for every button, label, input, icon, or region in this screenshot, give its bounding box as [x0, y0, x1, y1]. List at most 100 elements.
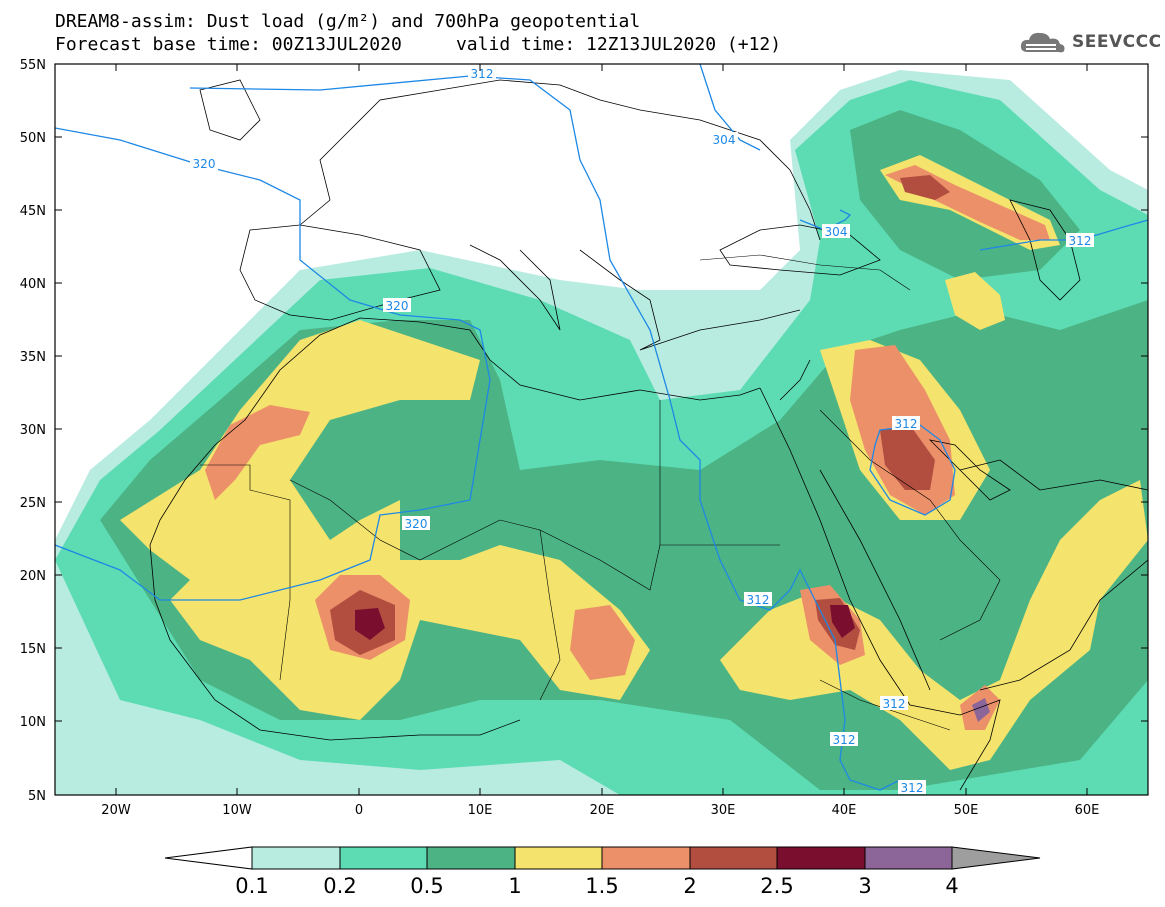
contour-label-312-ethiopia: 312 — [830, 732, 858, 747]
contour-label-312-arabia: 312 — [892, 416, 920, 431]
coast-uk — [199, 79, 261, 141]
colorbar-label-3: 3 — [858, 874, 871, 898]
lat-label-15n: 15N — [20, 642, 46, 657]
dust-band-1-iran — [945, 272, 1005, 330]
dust-band-1.5-chad — [570, 605, 635, 680]
colorbar-label-0.2: 0.2 — [323, 874, 356, 898]
lat-labels: 55N 50N 45N 40N 35N 30N 25N 20N 15N 10N … — [20, 58, 46, 804]
colorbar-under-arrow — [164, 846, 253, 870]
border-niger-chad — [499, 519, 561, 701]
coast-arabia — [779, 359, 1148, 691]
dust-band-2-caspian — [900, 175, 950, 200]
colorbar-label-1: 1 — [508, 874, 521, 898]
lon-label-10w: 10W — [222, 803, 252, 818]
contour-label-320-sahara: 320 — [402, 516, 430, 531]
lon-label-60e: 60E — [1075, 803, 1100, 818]
colorbar-swatch-2 — [426, 846, 516, 870]
contour-label-312-sudan: 312 — [744, 592, 772, 607]
svg-text:312: 312 — [747, 593, 770, 607]
seevccc-logo: SEEVCCC — [1018, 28, 1162, 56]
lon-label-20e: 20E — [590, 803, 615, 818]
colorbar-label-0.1: 0.1 — [235, 874, 268, 898]
forecast-times: Forecast base time: 00Z13JUL2020 valid t… — [55, 34, 782, 55]
dust-band-3-somalia — [972, 698, 990, 722]
contour-label-320-iberia: 320 — [383, 298, 411, 313]
contour-label-312-south: 312 — [898, 780, 926, 795]
lon-label-50e: 50E — [954, 803, 979, 818]
coast-north-africa — [149, 317, 761, 546]
lat-label-45n: 45N — [20, 204, 46, 219]
logo-text: SEEVCCC — [1072, 32, 1162, 52]
contour-312-africa — [609, 259, 901, 791]
svg-text:312: 312 — [1069, 234, 1092, 248]
colorbar-label-1.5: 1.5 — [585, 874, 618, 898]
contour-312-arabia — [869, 424, 956, 516]
colorbar-label-4: 4 — [945, 874, 958, 898]
lat-label-55n: 55N — [20, 58, 46, 73]
contour-label-312-eritrea: 312 — [880, 696, 908, 711]
lon-label-40e: 40E — [832, 803, 857, 818]
colorbar-swatch-6 — [776, 846, 866, 870]
contour-label-320-west: 320 — [190, 156, 218, 171]
svg-text:320: 320 — [386, 299, 409, 313]
lat-label-40n: 40N — [20, 277, 46, 292]
dust-band-2.5-eritrea — [830, 605, 855, 638]
lat-label-5n: 5N — [28, 789, 46, 804]
lon-label-30e: 30E — [711, 803, 736, 818]
contour-label-304-black-sea: 304 — [822, 224, 850, 239]
border-mauritania — [200, 464, 291, 681]
svg-text:312: 312 — [895, 417, 918, 431]
colorbar-swatch-7 — [864, 846, 953, 870]
svg-text:320: 320 — [405, 517, 428, 531]
border-saudi — [819, 409, 1001, 641]
dust-band-2-iraq — [880, 425, 935, 490]
svg-text:312: 312 — [833, 733, 856, 747]
lat-label-30n: 30N — [20, 423, 46, 438]
colorbar-over-arrow — [951, 846, 1041, 870]
dust-field — [55, 64, 1148, 795]
lon-labels: 20W 10W 0 10E 20E 30E 40E 50E 60E — [101, 803, 1099, 818]
colorbar-labels: 0.1 0.2 0.5 1 1.5 2 2.5 3 4 — [235, 874, 958, 898]
lat-label-50n: 50N — [20, 131, 46, 146]
dust-band-1.5-morocco — [205, 405, 310, 500]
lon-label-0: 0 — [355, 803, 363, 818]
colorbar-swatch-4 — [601, 846, 691, 870]
lat-label-25n: 25N — [20, 496, 46, 511]
dust-band-2.5-mali — [355, 608, 385, 640]
cloud-logo-icon — [1020, 32, 1065, 53]
lon-label-10e: 10E — [468, 803, 493, 818]
border-algeria-mali — [289, 479, 501, 561]
coast-europe — [299, 79, 821, 241]
geopotential-contours — [55, 64, 1148, 791]
colorbar-swatch-1 — [339, 846, 428, 870]
colorbar-swatch-0 — [251, 846, 341, 870]
coast-west-africa — [149, 544, 521, 741]
contour-label-312-north: 312 — [468, 66, 496, 81]
border-sudan — [539, 529, 661, 591]
contour-label-304-north: 304 — [710, 132, 738, 147]
dust-band-1-horn — [720, 480, 1148, 770]
lat-label-20n: 20N — [20, 569, 46, 584]
lon-label-20w: 20W — [101, 803, 131, 818]
svg-text:304: 304 — [713, 133, 736, 147]
lat-ticks — [55, 63, 1148, 796]
map-title: DREAM8-assim: Dust load (g/m²) and 700hP… — [55, 11, 641, 32]
lon-ticks — [115, 64, 1088, 795]
border-turkey — [699, 254, 911, 291]
contour-304-north — [699, 64, 761, 151]
coast-red-sea — [759, 387, 1001, 791]
contour-304-black-sea — [799, 209, 852, 231]
colorbar: 0.1 0.2 0.5 1 1.5 2 2.5 3 4 — [164, 846, 1041, 898]
lat-label-10n: 10N — [20, 715, 46, 730]
coast-caspian — [1009, 199, 1081, 301]
svg-text:312: 312 — [471, 67, 494, 81]
colorbar-label-2: 2 — [683, 874, 696, 898]
colorbar-label-2.5: 2.5 — [760, 874, 793, 898]
coast-persian-gulf — [928, 439, 1011, 501]
contour-label-312-caspian: 312 — [1066, 233, 1094, 248]
svg-text:320: 320 — [193, 157, 216, 171]
svg-text:304: 304 — [825, 225, 848, 239]
colorbar-swatch-5 — [689, 846, 778, 870]
coast-black-sea — [719, 224, 881, 276]
